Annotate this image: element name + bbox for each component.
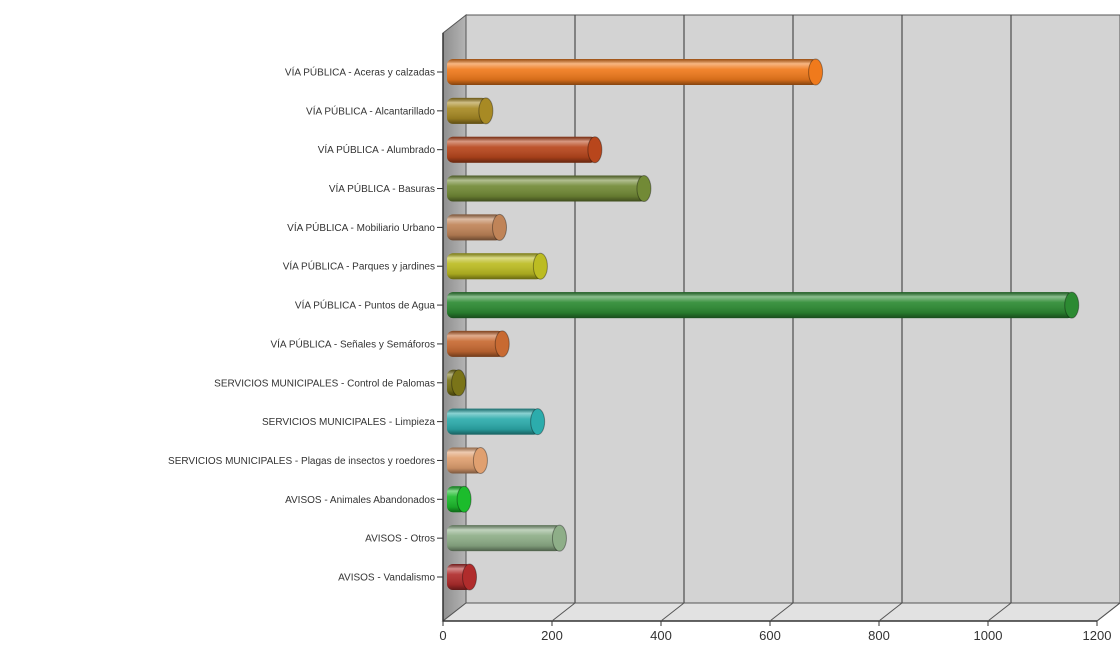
category-label: VÍA PÚBLICA - Alumbrado xyxy=(318,143,436,156)
floor-grid-line xyxy=(660,602,685,622)
floor-grid-line xyxy=(769,602,794,622)
x-tick-label: 400 xyxy=(650,628,672,643)
floor-grid-line xyxy=(551,602,576,622)
category-label: AVISOS - Otros xyxy=(365,534,435,545)
category-label: VÍA PÚBLICA - Señales y Semáforos xyxy=(270,337,435,350)
floor-grid-line xyxy=(987,602,1012,622)
category-labels: VÍA PÚBLICA - Aceras y calzadas VÍA PÚBLI… xyxy=(168,66,443,584)
bar xyxy=(447,252,548,280)
floor-grid-line xyxy=(1096,602,1120,622)
bar xyxy=(447,524,567,552)
x-tick-label: 800 xyxy=(868,628,890,643)
category-label: AVISOS - Vandalismo xyxy=(338,573,435,584)
category-label: VÍA PÚBLICA - Basuras xyxy=(329,182,435,195)
x-tick-label: 1200 xyxy=(1083,628,1112,643)
category-label: AVISOS - Animales Abandonados xyxy=(285,495,435,506)
bar xyxy=(447,136,603,164)
bar xyxy=(447,213,507,241)
category-label: VÍA PÚBLICA - Puntos de Agua xyxy=(295,299,436,312)
x-tick-label: 600 xyxy=(759,628,781,643)
bars xyxy=(447,58,1080,591)
bar xyxy=(447,291,1080,319)
x-tick-labels: 0 200 400 600 800 1000 1200 xyxy=(439,628,1111,643)
x-tick-label: 0 xyxy=(439,628,446,643)
bar xyxy=(447,408,546,436)
category-label: SERVICIOS MUNICIPALES - Control de Palom… xyxy=(214,378,435,389)
bar xyxy=(447,369,467,397)
floor-grid-line xyxy=(878,602,903,622)
category-label: VÍA PÚBLICA - Aceras y calzadas xyxy=(285,66,435,79)
category-label: VÍA PÚBLICA - Parques y jardines xyxy=(283,260,435,273)
category-label: SERVICIOS MUNICIPALES - Plagas de insect… xyxy=(168,456,435,467)
category-label: VÍA PÚBLICA - Alcantarillado xyxy=(306,104,435,117)
category-label: SERVICIOS MUNICIPALES - Limpieza xyxy=(262,417,435,428)
bar xyxy=(447,175,652,203)
bar xyxy=(447,97,494,125)
bar xyxy=(447,563,478,591)
category-label: VÍA PÚBLICA - Mobiliario Urbano xyxy=(287,221,435,234)
x-tick-label: 200 xyxy=(541,628,563,643)
bar xyxy=(447,58,824,86)
x-tick-label: 1000 xyxy=(974,628,1003,643)
bar xyxy=(447,446,488,474)
bar xyxy=(447,485,472,513)
bar xyxy=(447,330,510,358)
